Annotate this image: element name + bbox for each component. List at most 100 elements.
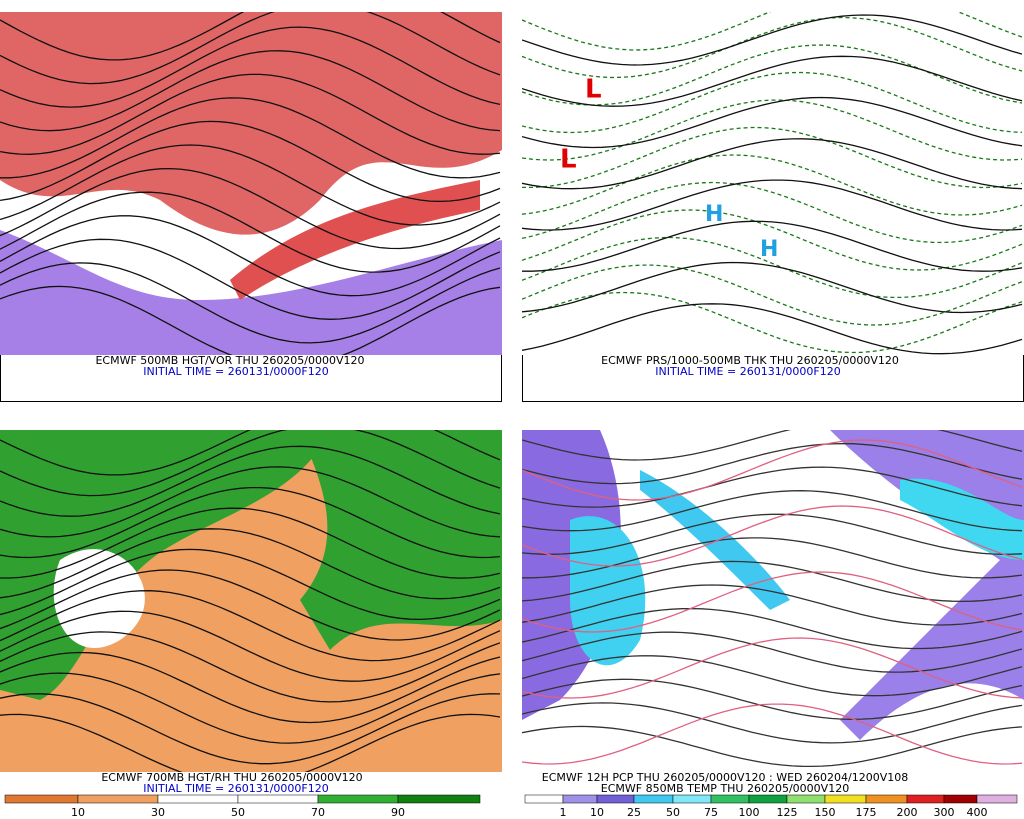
vorticity-map	[0, 12, 502, 355]
colorbar-swatch	[596, 794, 635, 804]
subcaption: INITIAL TIME = 260131/0000F120	[143, 365, 328, 378]
contour-line	[522, 505, 1023, 567]
contour-line	[0, 631, 501, 703]
colorbar-swatch	[397, 794, 481, 804]
colorbar-label: 100	[739, 806, 760, 819]
colorbar-label: 90	[391, 806, 405, 819]
contour-line	[0, 651, 501, 724]
colorbar-label: 75	[704, 806, 718, 819]
contour-line	[0, 507, 501, 579]
pressure-map: L L H H	[522, 12, 1024, 355]
colorbar-label: 200	[897, 806, 918, 819]
colorbar-label: 10	[71, 806, 85, 819]
contour-line	[522, 702, 1023, 744]
high-symbol: H	[760, 237, 778, 262]
contour-line	[522, 466, 1023, 508]
colorbar-swatch	[77, 794, 159, 804]
contour-line	[522, 678, 1023, 720]
colorbar-label: 50	[231, 806, 245, 819]
high-symbol: H	[705, 202, 723, 227]
low-symbol: L	[585, 75, 602, 105]
colorbar-swatch	[4, 794, 79, 804]
vort-area	[230, 180, 480, 300]
contour-line	[522, 513, 1023, 555]
contour-line	[522, 631, 1023, 673]
contour-line	[0, 215, 501, 297]
contour-line	[0, 466, 501, 538]
colorbar-swatch	[633, 794, 674, 804]
precip-area	[900, 478, 1024, 560]
subcaption: INITIAL TIME = 260131/0000F120	[143, 782, 328, 795]
map-bg	[522, 12, 1024, 355]
colorbar-label: 50	[666, 806, 680, 819]
colorbar-swatch	[672, 794, 712, 804]
caption: ECMWF 12H PCP THU 260205/0000V120 : WED …	[542, 771, 909, 784]
contour-line	[0, 445, 501, 517]
contour-line	[522, 637, 1023, 699]
contour-line	[522, 55, 1023, 107]
contour-line	[0, 610, 501, 682]
contour-line	[0, 120, 501, 203]
colorbar-label: 30	[151, 806, 165, 819]
contour-line	[0, 486, 501, 559]
contour-line	[522, 154, 1023, 216]
precip-area	[640, 470, 790, 610]
contour-line	[522, 209, 1023, 271]
caption: ECMWF 500MB HGT/VOR THU 260205/0000V120	[95, 354, 364, 367]
contour-line	[522, 291, 1023, 354]
contour-line	[522, 703, 1023, 765]
rh-map	[0, 430, 502, 772]
caption: ECMWF PRS/1000-500MB THK THU 260205/0000…	[601, 354, 899, 367]
contour-line	[522, 71, 1023, 134]
colorbar-label: 1	[560, 806, 567, 819]
contour-line	[0, 430, 501, 497]
contours	[522, 12, 1023, 355]
colorbar-label: 10	[590, 806, 604, 819]
contours	[522, 430, 1023, 768]
contour-line	[522, 584, 1023, 626]
contour-line	[522, 220, 1023, 272]
contour-line	[522, 138, 1023, 190]
contour-line	[0, 12, 501, 85]
moist-area	[300, 430, 502, 650]
colorbar-swatch	[786, 794, 826, 804]
contour-line	[522, 537, 1023, 579]
colorbar-label: 300	[934, 806, 955, 819]
colorbars: 10 30 50 70 90 1 10 25 50 75 100 125 150 175 200 300 400	[4, 794, 1018, 819]
contour-line	[522, 12, 1023, 51]
colorbar-swatch	[748, 794, 788, 804]
contour-line	[0, 144, 501, 226]
contour-line	[0, 73, 501, 155]
colorbar-swatch	[943, 794, 978, 804]
colorbar-swatch	[562, 794, 598, 804]
colorbar-label: 175	[856, 806, 877, 819]
contour-line	[522, 236, 1023, 299]
contour-line	[522, 96, 1023, 149]
precip-area	[570, 516, 646, 666]
contour-line	[522, 607, 1023, 650]
colorbar-swatch	[906, 794, 945, 804]
contour-line	[522, 44, 1023, 106]
contour-line	[0, 548, 501, 621]
contour-line	[522, 571, 1023, 633]
colorbar-label: 150	[815, 806, 836, 819]
colorbar-swatch	[157, 794, 239, 804]
colorbar-swatch	[824, 794, 867, 804]
colorbar-swatch	[710, 794, 750, 804]
contour-line	[522, 490, 1023, 532]
contour-line	[522, 442, 1023, 485]
contour-line	[0, 528, 501, 600]
contour-line	[0, 191, 501, 273]
contour-line	[522, 14, 1023, 66]
caption: ECMWF 700MB HGT/RH THU 260205/0000V120	[101, 771, 362, 784]
contour-line	[522, 181, 1023, 244]
contour-line	[0, 590, 501, 662]
colorbar-label: 70	[311, 806, 325, 819]
contour-line	[522, 126, 1023, 189]
colorbar-label: 125	[777, 806, 798, 819]
subcaption: ECMWF 850MB TEMP THU 260205/0000V120	[601, 782, 849, 795]
contour-line	[522, 655, 1023, 697]
contour-line	[522, 430, 1023, 461]
contour-line	[0, 569, 501, 641]
